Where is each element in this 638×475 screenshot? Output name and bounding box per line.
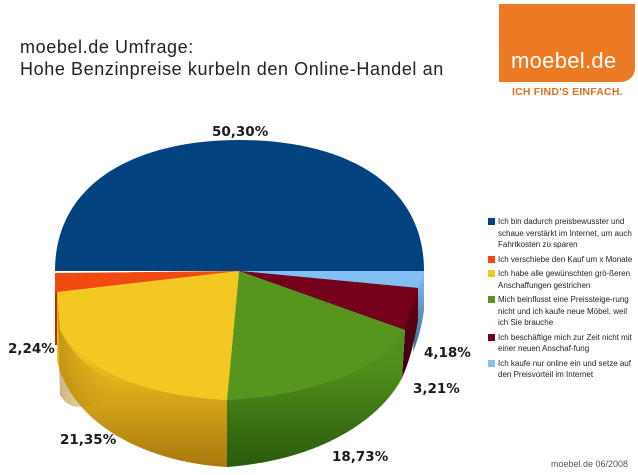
legend-item: Ich verschiebe den Kauf um x Monate	[488, 254, 636, 266]
legend-swatch-icon	[488, 359, 495, 367]
slice-blue	[55, 140, 424, 271]
legend-swatch-icon	[488, 218, 495, 225]
legend-item: Ich kaufe nur online ein und setze auf d…	[488, 358, 636, 381]
label-orange: 2,24%	[8, 341, 55, 357]
legend-item: Ich habe alle gewünschten grö-ßeren Ansc…	[488, 268, 636, 291]
label-green: 18,73%	[332, 449, 389, 465]
label-lightblue: 4,18%	[424, 345, 471, 361]
slice-orange	[55, 271, 239, 345]
legend-swatch-icon	[488, 333, 495, 341]
logo-slogan: ICH FIND'S EINFACH.	[512, 86, 623, 98]
legend-item: Mich beinflusst eine Preissteige-rung ni…	[488, 294, 636, 329]
slice-maroon-top	[239, 271, 418, 330]
title-line-1: moebel.de Umfrage:	[20, 37, 194, 57]
legend-swatch-icon	[488, 270, 495, 277]
legend-swatch-icon	[488, 296, 495, 303]
title-line-2: Hohe Benzinpreise kurbeln den Online-Han…	[20, 59, 444, 79]
chart-legend: Ich bin dadurch preisbewusster und schau…	[488, 216, 636, 384]
chart-title: moebel.de Umfrage: Hohe Benzinpreise kur…	[20, 36, 444, 80]
label-blue: 50,30%	[212, 124, 269, 140]
legend-label: Ich bin dadurch preisbewusster und schau…	[498, 217, 632, 249]
legend-swatch-icon	[488, 255, 495, 263]
slice-yellow-top	[57, 271, 239, 400]
logo-text: moebel.de	[511, 48, 617, 73]
legend-label: Mich beinflusst eine Preissteige-rung ni…	[498, 295, 629, 327]
label-yellow: 21,35%	[60, 432, 117, 448]
legend-label: Ich verschiebe den Kauf um x Monate	[498, 254, 633, 264]
legend-label: Ich habe alle gewünschten grö-ßeren Ansc…	[498, 269, 631, 290]
slice-lightblue-top	[239, 271, 424, 288]
footer-credit: moebel.de 06/2008	[551, 459, 629, 469]
legend-item: Ich bin dadurch preisbewusster und schau…	[488, 216, 636, 251]
slice-green-top	[227, 271, 405, 400]
legend-item: Ich beschäftige mich zur Zeit nicht mit …	[488, 332, 636, 355]
label-maroon: 3,21%	[413, 381, 460, 397]
legend-label: Ich kaufe nur online ein und setze auf d…	[498, 358, 631, 380]
moebel-logo: moebel.de	[499, 4, 635, 82]
legend-label: Ich beschäftige mich zur Zeit nicht mit …	[498, 332, 632, 354]
